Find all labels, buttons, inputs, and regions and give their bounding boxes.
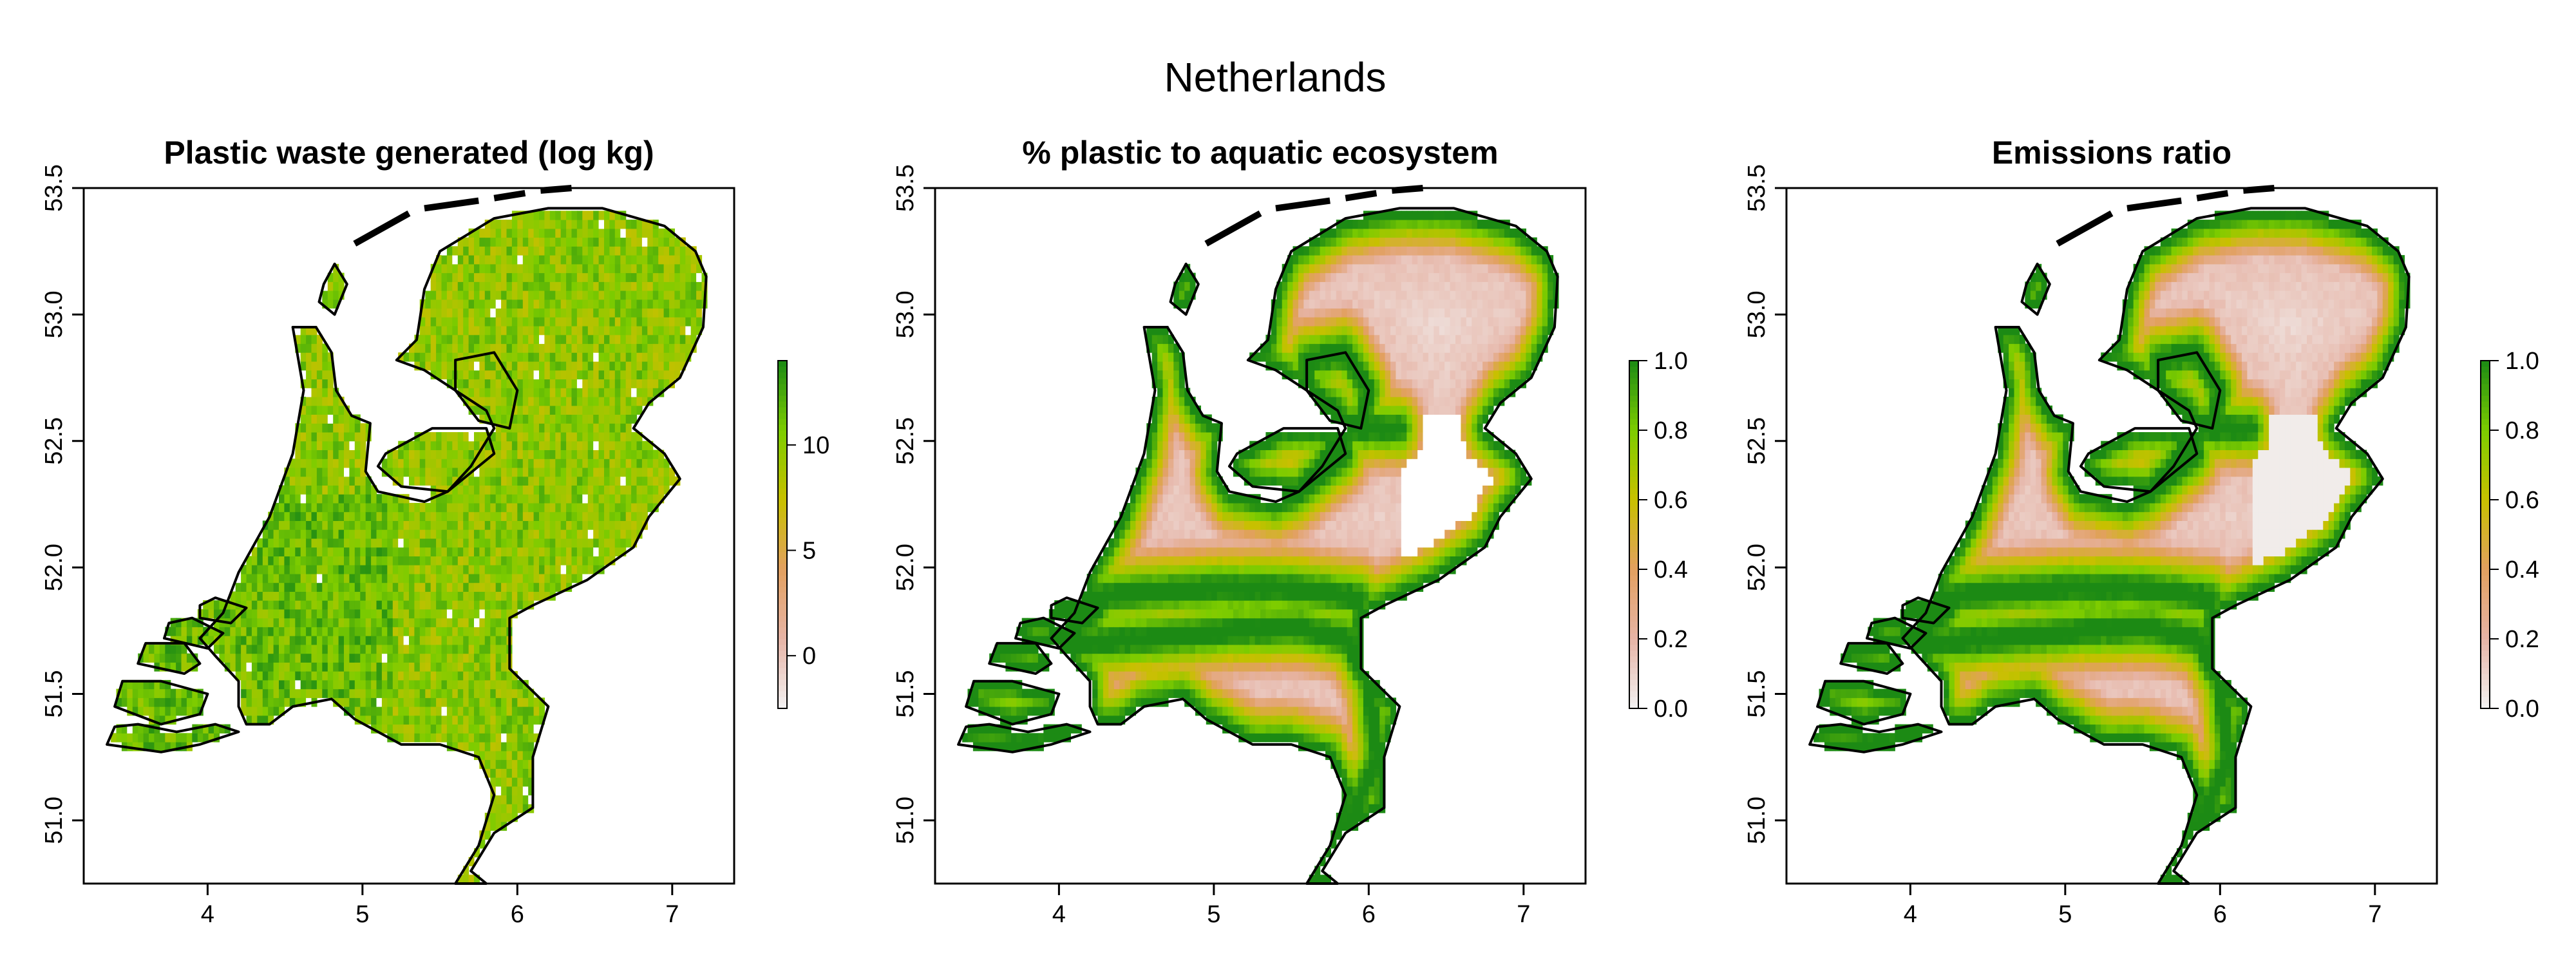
y-tick-label: 51.0 [1743,797,1770,844]
colorbar-tick-label: 0.6 [1654,487,1688,514]
y-tick-label: 52.0 [41,544,68,591]
x-tick-label: 5 [1207,901,1220,928]
y-tick-label: 51.5 [41,670,68,717]
plot-frame [1785,187,2438,885]
colorbar-tick-label: 1.0 [1654,348,1688,375]
colorbar: 0.0 0.2 0.4 0.6 0.8 1.0 [2480,348,2539,723]
x-tick-label: 4 [1904,901,1917,928]
colorbar-tick-label: 5 [802,538,816,565]
x-tick-label: 5 [355,901,369,928]
panel-title: % plastic to aquatic ecosystem [1022,135,1498,171]
y-tick-label: 52.5 [1743,417,1770,465]
y-tick-label: 53.5 [1743,164,1770,212]
y-tick-label: 53.5 [892,164,919,212]
x-tick-label: 6 [2213,901,2227,928]
y-tick-label: 53.0 [1743,290,1770,338]
colorbar: 0 5 10 [777,360,829,709]
colorbar-tick-label: 10 [802,432,829,459]
colorbar-tick-label: 0 [802,643,816,670]
x-tick-label: 7 [2368,901,2382,928]
map-panel-1: Plastic waste generated (log kg) 4 5 6 7 51.0… [41,135,829,928]
colorbar-tick-label: 0.2 [2505,626,2539,653]
y-tick-label: 53.0 [41,290,68,338]
colorbar-tick-label: 0.0 [2505,696,2539,723]
panel-title: Plastic waste generated (log kg) [164,135,654,171]
y-tick-label: 51.0 [892,797,919,844]
y-tick-label: 52.0 [1743,544,1770,591]
y-tick-label: 53.5 [41,164,68,212]
colorbar-tick-label: 0.2 [1654,626,1688,653]
map-panel-2: % plastic to aquatic ecosystem 4 5 6 7 51.0 51… [892,135,1688,928]
colorbar-tick-label: 0.8 [2505,417,2539,444]
x-tick-label: 6 [511,901,524,928]
figure-title: Netherlands [1164,54,1386,100]
colorbar-tick-label: 0.0 [1654,696,1688,723]
country-outline [1808,185,2410,885]
country-outline [106,185,708,885]
plot-frame [934,187,1587,885]
x-tick-label: 4 [201,901,214,928]
colorbar-tick-label: 0.6 [2505,487,2539,514]
country-outline [957,185,1559,885]
x-tick-label: 6 [1362,901,1376,928]
raster-layer [111,211,708,884]
colorbar-tick-label: 0.4 [2505,556,2539,583]
colorbar-tick-label: 0.4 [1654,556,1688,583]
raster-layer [962,211,1559,884]
colorbar-tick-label: 0.8 [1654,417,1688,444]
y-tick-label: 52.0 [892,544,919,591]
y-tick-label: 51.5 [892,670,919,717]
x-tick-label: 7 [665,901,679,928]
map-panels: Plastic waste generated (log kg)4 5 6 751.0… [41,135,2539,928]
y-tick-label: 52.5 [892,417,919,465]
x-tick-label: 4 [1052,901,1066,928]
y-tick-label: 51.5 [1743,670,1770,717]
raster-layer [1814,211,2410,884]
panel-title: Emissions ratio [1992,135,2231,171]
y-tick-label: 53.0 [892,290,919,338]
plot-frame [82,187,735,885]
y-tick-label: 52.5 [41,417,68,465]
y-tick-label: 51.0 [41,797,68,844]
colorbar: 0.0 0.2 0.4 0.6 0.8 1.0 [1629,348,1688,723]
x-tick-label: 7 [1517,901,1530,928]
map-panel-3: Emissions ratio 4 5 6 7 51.0 51.5 52.0 52.5 53.0 5… [1743,135,2539,928]
x-tick-label: 5 [2058,901,2072,928]
colorbar-tick-label: 1.0 [2505,348,2539,375]
